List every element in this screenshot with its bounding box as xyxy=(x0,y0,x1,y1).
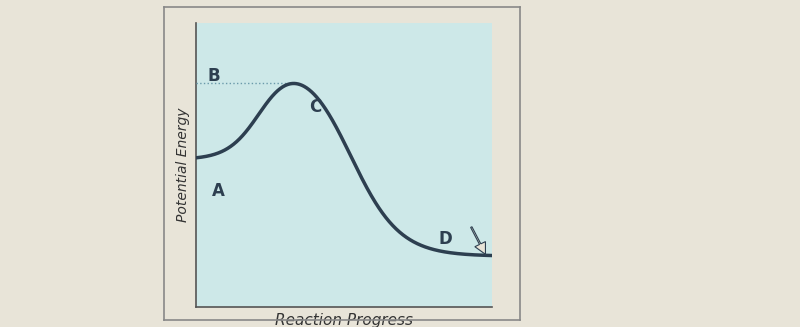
Text: C: C xyxy=(309,98,321,116)
FancyArrow shape xyxy=(470,227,486,254)
X-axis label: Reaction Progress: Reaction Progress xyxy=(275,313,413,327)
Y-axis label: Potential Energy: Potential Energy xyxy=(177,108,190,222)
Text: D: D xyxy=(438,230,453,248)
Text: B: B xyxy=(208,67,221,85)
Text: A: A xyxy=(212,182,225,200)
